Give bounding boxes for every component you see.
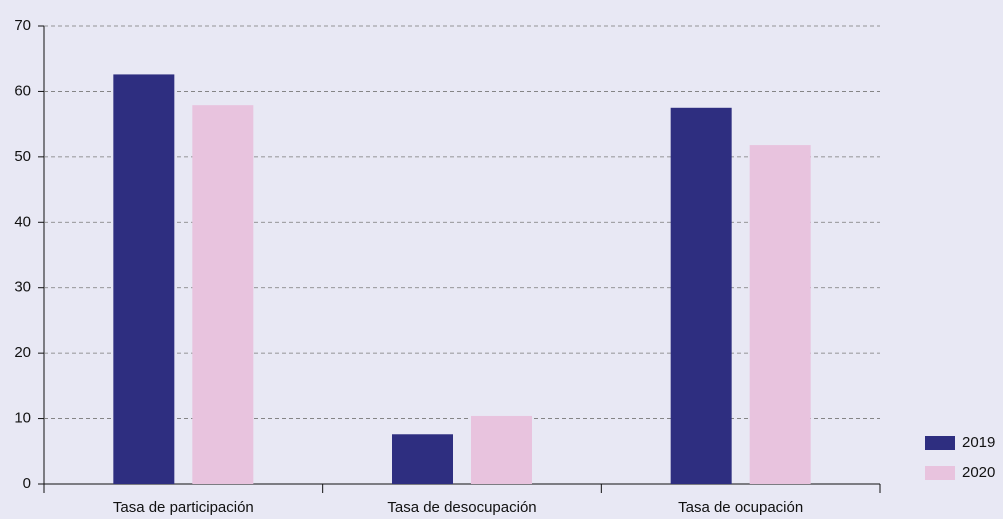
- x-tick-label: Tasa de ocupación: [678, 499, 803, 516]
- bar: [392, 434, 453, 484]
- legend-swatch: [925, 436, 955, 450]
- x-tick-label: Tasa de participación: [113, 499, 254, 516]
- y-tick-label: 40: [14, 213, 31, 230]
- bar: [471, 415, 532, 484]
- bar: [670, 107, 732, 485]
- y-tick-label: 70: [14, 17, 31, 34]
- y-tick-label: 50: [14, 148, 31, 165]
- y-tick-label: 10: [14, 410, 31, 427]
- y-tick-label: 20: [14, 344, 31, 361]
- bar: [192, 105, 254, 484]
- y-tick-label: 60: [14, 82, 31, 99]
- legend-swatch: [925, 466, 955, 480]
- x-tick-label: Tasa de desocupación: [387, 499, 536, 516]
- y-tick-label: 0: [23, 475, 31, 492]
- bar: [749, 145, 811, 484]
- legend-label: 2020: [962, 464, 995, 481]
- bar: [113, 74, 175, 484]
- y-tick-label: 30: [14, 279, 31, 296]
- legend-label: 2019: [962, 434, 995, 451]
